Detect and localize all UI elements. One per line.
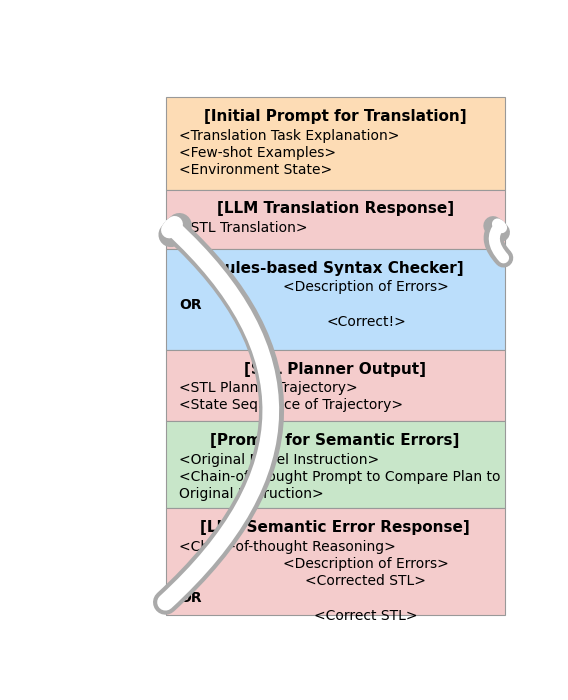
Text: <Correct!>: <Correct!> [326,315,406,329]
Text: <Environment State>: <Environment State> [179,163,332,177]
Text: [Prompt for Semantic Errors]: [Prompt for Semantic Errors] [210,433,460,448]
Text: [STL Planner Output]: [STL Planner Output] [244,362,426,377]
FancyBboxPatch shape [166,508,504,615]
FancyBboxPatch shape [166,190,504,249]
FancyBboxPatch shape [166,97,504,190]
Text: <Corrected STL>: <Corrected STL> [306,574,427,588]
Text: OR: OR [179,298,202,312]
Text: <Few-shot Examples>: <Few-shot Examples> [179,146,336,160]
Text: <Original Novel Instruction>: <Original Novel Instruction> [179,453,379,467]
Text: <STL Translation>: <STL Translation> [179,220,307,234]
FancyBboxPatch shape [166,421,504,508]
Text: OR: OR [179,592,202,606]
Text: Original Instruction>: Original Instruction> [179,487,323,501]
Text: <Chain-of-thought Reasoning>: <Chain-of-thought Reasoning> [179,540,395,554]
Text: [Initial Prompt for Translation]: [Initial Prompt for Translation] [204,109,466,125]
Text: <STL Planner Trajectory>: <STL Planner Trajectory> [179,382,357,395]
FancyBboxPatch shape [166,249,504,350]
Text: <Description of Errors>: <Description of Errors> [283,556,449,570]
Text: <Translation Task Explanation>: <Translation Task Explanation> [179,129,399,143]
Text: <Chain-of-thought Prompt to Compare Plan to: <Chain-of-thought Prompt to Compare Plan… [179,470,500,484]
Text: <Correct STL>: <Correct STL> [314,608,417,622]
Text: <Description of Errors>: <Description of Errors> [283,280,449,294]
Text: [Rules-based Syntax Checker]: [Rules-based Syntax Checker] [206,261,464,276]
Text: <State Sequence of Trajectory>: <State Sequence of Trajectory> [179,398,403,412]
FancyBboxPatch shape [166,350,504,421]
Text: [LLM Translation Response]: [LLM Translation Response] [216,202,454,216]
Text: [LLM Semantic Error Response]: [LLM Semantic Error Response] [201,520,470,536]
